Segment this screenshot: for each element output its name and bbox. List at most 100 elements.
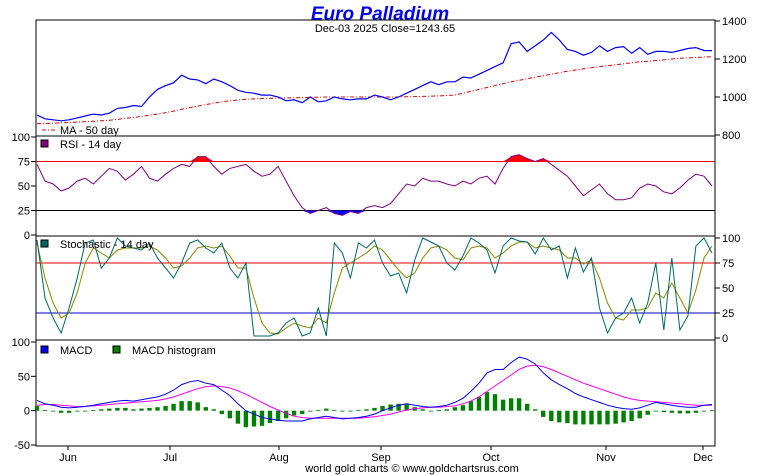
macd-histogram-bar (131, 409, 136, 411)
macd-histogram-bar (115, 407, 120, 411)
x-tick-label: Nov (596, 452, 616, 464)
macd-histogram-bar (83, 410, 88, 412)
rsi-overbought-fill (189, 156, 214, 162)
macd-histogram-bar (677, 410, 683, 414)
macd-histogram-bar (203, 407, 208, 411)
ma-legend: MA - 50 day (42, 125, 119, 137)
macd-histogram-bar (34, 405, 40, 411)
macd-histogram-bar (549, 410, 554, 421)
x-tick-label: Oct (482, 452, 499, 464)
macd-histogram-bar (259, 410, 265, 426)
macd-histogram-bar (275, 410, 281, 421)
rsi-oversold-fill (302, 210, 319, 214)
ma-50-day-line (37, 56, 713, 125)
macd-histogram-bar (436, 410, 441, 411)
macd-histogram-bar (525, 403, 530, 411)
macd-histogram-bar (653, 410, 658, 412)
macd-histogram-bar (155, 407, 160, 411)
stochastic-legend: Stochastic - 14 day (40, 239, 154, 251)
macd-histogram-bar (50, 410, 56, 412)
macd-histogram-bar (605, 410, 610, 425)
rsi-legend-label: RSI - 14 day (60, 139, 122, 151)
macd-histogram-bar (99, 409, 104, 411)
macd-tick-label: 50 (18, 371, 30, 383)
price-series (36, 31, 713, 125)
macd-histogram-bar (420, 409, 425, 411)
level-lines (36, 161, 715, 314)
macd-legend-label: MACD (60, 345, 92, 357)
macd-histogram-bar (211, 409, 216, 411)
macd-histogram-bar (516, 398, 522, 411)
stochastic-tick-label: 75 (722, 258, 734, 270)
macd-histogram-bar (91, 410, 96, 411)
macd-histogram-bar (300, 410, 305, 415)
macd-histogram-bar (541, 410, 546, 417)
price-tick-label: 1000 (722, 92, 746, 104)
stochastic-panel-frame (35, 235, 716, 341)
macd-histogram-bar (693, 410, 699, 413)
macd-histogram-bar (709, 410, 715, 411)
macd-histogram-bar (283, 410, 289, 419)
x-tick-label: Dec (693, 452, 713, 464)
rsi-overbought-fill (535, 158, 552, 162)
macd-series (34, 356, 715, 428)
macd-histogram-bar (573, 410, 578, 425)
rsi-tick-label: 100 (12, 132, 30, 144)
macd-histogram-bar (701, 410, 707, 412)
price-tick-label: 1400 (722, 16, 746, 28)
macd-histogram-bar (444, 409, 449, 411)
macd-histogram-bar (629, 410, 634, 421)
macd-histogram-bar (533, 409, 538, 411)
stochastic-legend-label: Stochastic - 14 day (60, 239, 154, 251)
macd-histogram-bar (613, 410, 618, 424)
ma-legend-label: MA - 50 day (60, 125, 119, 137)
chart-subtitle: Dec-03 2025 Close=1243.65 (315, 23, 455, 35)
macd-histogram-bar (179, 401, 184, 411)
macd-histogram-bar (557, 410, 562, 423)
macd-histogram-bar (235, 410, 241, 424)
macd-histogram-bar (484, 392, 490, 411)
macd-histogram-bar (107, 408, 112, 411)
price-tick-label: 800 (722, 130, 740, 142)
macd-panel-frame (35, 339, 716, 447)
stochastic-tick-label: 25 (722, 308, 734, 320)
stochastic-d-line (36, 241, 713, 335)
price-tick-label: 1200 (722, 54, 746, 66)
macd-histogram-bar (227, 410, 233, 419)
macd-histogram-bar (147, 407, 152, 411)
macd-histogram-bar (581, 410, 586, 425)
macd-histogram-bar (171, 403, 176, 411)
macd-histogram-bar (66, 410, 72, 413)
macd-signal-line (36, 364, 712, 419)
macd-histogram-bar (404, 404, 409, 411)
stochastic-series (36, 237, 713, 337)
x-tick-label: Sep (371, 452, 391, 464)
macd-line (36, 356, 713, 422)
rsi-tick-label: 25 (18, 206, 30, 218)
macd-histogram-bar (316, 410, 321, 411)
macd-histogram-bar (243, 410, 249, 428)
stochastic-legend-swatch (40, 239, 49, 248)
stochastic-tick-label: 0 (722, 333, 728, 345)
macd-histogram-bar (356, 410, 361, 411)
macd-tick-label: 100 (12, 337, 30, 349)
macd-histogram-bar (380, 405, 385, 411)
macd-histogram-bar (324, 408, 329, 411)
macd-tick-label: -50 (14, 440, 30, 452)
macd-histogram-bar (123, 407, 128, 411)
macd-histogram-bar (372, 407, 377, 411)
macd-histogram-bar (685, 410, 691, 414)
macd-histogram-bar (661, 410, 666, 413)
macd-histogram-bar (500, 399, 506, 411)
macd-histogram-bar (637, 410, 642, 419)
macd-histogram-bar (139, 408, 144, 411)
macd-histogram-bar (452, 407, 458, 411)
macd-histogram-bar (669, 410, 674, 413)
chart-title: Euro Palladium (311, 4, 449, 25)
macd-histogram-bar (340, 410, 345, 412)
stochastic-tick-label: 100 (722, 233, 740, 245)
x-tick-label: Jun (59, 452, 77, 464)
rsi-legend-swatch (40, 139, 49, 148)
stochastic-tick-label: 50 (722, 283, 734, 295)
macd-histogram-bar (396, 403, 401, 411)
